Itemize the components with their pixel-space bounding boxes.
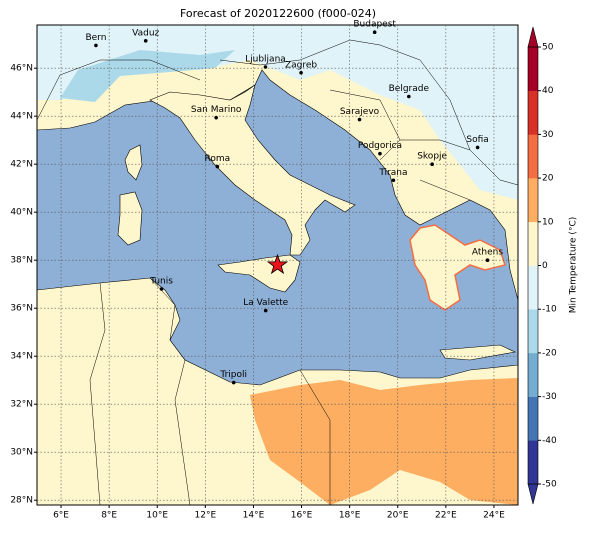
x-tick-label: 24°E <box>483 511 505 521</box>
warm-zone <box>250 378 518 505</box>
colorbar-tick-label: -10 <box>542 305 557 315</box>
city-dot <box>143 39 148 43</box>
city-label: Bern <box>85 33 106 43</box>
city-dot <box>215 164 220 169</box>
city-label: San Marino <box>191 105 242 115</box>
colorbar-label: Min Temperature (°C) <box>569 217 579 314</box>
y-tick-label: 42°N <box>10 160 33 170</box>
y-tick-label: 30°N <box>10 448 33 458</box>
x-tick-label: 18°E <box>339 511 361 521</box>
colorbar-bin <box>528 440 538 485</box>
y-tick-label: 34°N <box>10 352 33 362</box>
colorbar-tick-label: -40 <box>542 436 557 446</box>
city-dot <box>357 117 362 122</box>
city-dot <box>372 30 377 34</box>
colorbar-tick-label: 50 <box>542 43 554 53</box>
city-label: La Valette <box>243 298 288 308</box>
y-tick-label: 36°N <box>10 304 33 314</box>
city-dot <box>391 178 396 183</box>
city-label: Sarajevo <box>340 107 380 117</box>
colorbar-tick-label: 30 <box>542 130 554 140</box>
forecast-marker <box>266 253 289 275</box>
colorbar-bin <box>528 352 538 397</box>
city-dot <box>263 65 268 69</box>
borders <box>37 39 518 505</box>
city-label: Vaduz <box>132 28 159 38</box>
y-tick-label: 44°N <box>10 112 33 122</box>
colorbar-bin <box>528 178 538 223</box>
city-dot <box>299 70 303 75</box>
city-dot <box>378 151 382 156</box>
x-tick-label: 14°E <box>243 511 265 521</box>
map-frame <box>36 24 519 506</box>
y-tick-label: 32°N <box>10 400 33 410</box>
city-dot <box>485 258 490 263</box>
y-tick-label: 28°N <box>10 496 33 506</box>
city-label: Ljubljana <box>245 55 286 65</box>
colorbar-bin <box>528 221 538 266</box>
colorbar-tick-label: 20 <box>542 174 554 184</box>
colorbar-bin <box>528 90 538 135</box>
city-dot <box>475 145 480 150</box>
corsica <box>124 144 143 181</box>
x-tick-label: 8°E <box>101 511 117 521</box>
colorbar-bin <box>528 134 538 179</box>
colorbar-bin <box>528 309 538 354</box>
title: Forecast of 2020122600 (f000-024) <box>180 7 376 20</box>
x-tick-label: 16°E <box>291 511 313 521</box>
city-label: Budapest <box>353 20 396 30</box>
x-tick-label: 22°E <box>435 511 457 521</box>
city-dot <box>159 287 164 291</box>
sardinia <box>117 191 143 246</box>
colorbar-bin <box>528 47 538 91</box>
city-dot <box>407 94 411 99</box>
city-dot <box>231 380 236 385</box>
city-label: Sofia <box>466 135 488 145</box>
colorbar-tick-label: 0 <box>542 261 548 271</box>
city-label: Tripoli <box>219 370 247 380</box>
colorbar-bin <box>528 396 538 441</box>
x-tick-label: 12°E <box>195 511 217 521</box>
x-tick-label: 10°E <box>146 511 168 521</box>
city-label: Belgrade <box>389 84 430 94</box>
y-tick-label: 46°N <box>10 64 33 74</box>
colorbar-tick-label: 10 <box>542 217 554 227</box>
colorbar-tick-label: -50 <box>542 480 557 490</box>
cold-zone <box>37 25 518 200</box>
greece <box>409 224 506 311</box>
alps-zone <box>60 50 235 102</box>
x-tick-label: 20°E <box>387 511 409 521</box>
colorbar-tick-label: 40 <box>542 86 554 96</box>
colorbar-tick-label: -30 <box>542 392 557 402</box>
y-tick-label: 38°N <box>10 256 33 266</box>
city-label: Tunis <box>149 277 173 287</box>
x-tick-label: 6°E <box>53 511 69 521</box>
city-dot <box>94 43 98 48</box>
city-label: Athens <box>472 248 503 258</box>
colorbar-extend-low <box>527 483 539 505</box>
y-tick-label: 40°N <box>10 208 33 218</box>
colorbar-tick-label: -20 <box>542 348 557 358</box>
city-label: Zagreb <box>285 60 317 70</box>
city-label: Tirana <box>378 168 407 178</box>
city-dot <box>263 308 268 313</box>
city-label: Roma <box>205 154 231 164</box>
colorbar-extend-high <box>527 26 539 48</box>
city-label: Skopje <box>417 152 447 162</box>
city-label: Podgorica <box>358 141 402 151</box>
city-dot <box>214 115 218 120</box>
colorbar-bin <box>528 265 538 310</box>
city-dot <box>430 162 434 166</box>
